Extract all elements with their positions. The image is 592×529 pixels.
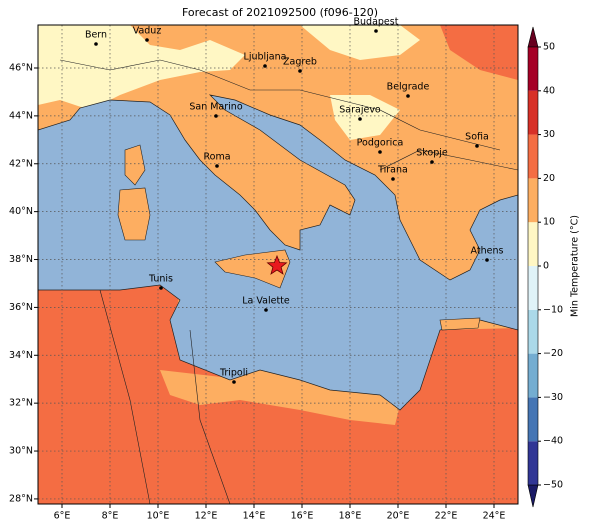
lon-tick-label: 10°E bbox=[147, 511, 170, 522]
city-dot bbox=[391, 177, 395, 181]
highland bbox=[300, 25, 420, 60]
city-dot bbox=[485, 258, 489, 262]
city-label: La Valette bbox=[242, 296, 290, 307]
lat-tick-label: 28°N bbox=[9, 493, 33, 504]
colorbar-tick-label: −20 bbox=[543, 348, 563, 359]
colorbar-segment bbox=[528, 397, 538, 442]
city-label: Belgrade bbox=[387, 82, 430, 93]
marker-star bbox=[266, 254, 288, 275]
title: Forecast of 2021092500 (f096-120) bbox=[182, 6, 378, 19]
lon-tick-label: 16°E bbox=[291, 511, 314, 522]
alps bbox=[38, 25, 245, 110]
colorbar-tick-label: 40 bbox=[543, 85, 555, 96]
lat-tick-label: 32°N bbox=[9, 398, 33, 409]
city-label: Podgorica bbox=[357, 138, 404, 149]
colorbar-segment bbox=[528, 178, 538, 223]
city-dot bbox=[378, 150, 382, 154]
city-label: Zagreb bbox=[283, 57, 317, 68]
coast bbox=[160, 368, 400, 425]
city-dot bbox=[214, 114, 218, 118]
lon-tick-label: 22°E bbox=[435, 511, 458, 522]
lon-tick-label: 6°E bbox=[54, 511, 71, 522]
city-dot bbox=[263, 64, 267, 68]
highland bbox=[330, 95, 400, 140]
lat-tick-label: 34°N bbox=[9, 350, 33, 361]
city-label: Bern bbox=[85, 30, 107, 41]
city-dot bbox=[264, 308, 268, 312]
city-label: Tripoli bbox=[219, 368, 248, 379]
city-label: Vaduz bbox=[133, 26, 162, 37]
colorbar-tick-label: 10 bbox=[543, 217, 555, 228]
colorbar-tick-label: 50 bbox=[543, 42, 555, 53]
colorbar-tick-label: −40 bbox=[543, 436, 563, 447]
warm-land bbox=[440, 25, 518, 80]
sardinia bbox=[117, 187, 151, 241]
colorbar-segment bbox=[528, 47, 538, 91]
city-dot bbox=[94, 42, 98, 46]
lat-tick-label: 36°N bbox=[9, 302, 33, 313]
city-dot bbox=[232, 380, 236, 384]
city-dot bbox=[430, 160, 434, 164]
lon-tick-label: 20°E bbox=[387, 511, 410, 522]
colorbar-segment bbox=[528, 441, 538, 485]
lat-tick-label: 42°N bbox=[9, 158, 33, 169]
city-dot bbox=[406, 94, 410, 98]
map-frame bbox=[37, 24, 519, 505]
colorbar-tick-label: 30 bbox=[543, 129, 555, 140]
colorbar-segment bbox=[528, 266, 538, 310]
lon-tick-label: 8°E bbox=[102, 511, 119, 522]
map bbox=[38, 25, 518, 504]
lon-tick-label: 24°E bbox=[483, 511, 506, 522]
city-dot bbox=[145, 38, 149, 42]
colorbar-frame bbox=[527, 46, 539, 486]
city-label: Skopje bbox=[416, 148, 448, 159]
lat-tick-label: 46°N bbox=[9, 63, 33, 74]
city-label: Ljubljana bbox=[244, 52, 287, 63]
city-dot bbox=[475, 144, 479, 148]
colorbar-segment bbox=[528, 222, 538, 266]
lat-tick-label: 40°N bbox=[9, 206, 33, 217]
lat-tick-label: 30°N bbox=[9, 446, 33, 457]
city-label: Roma bbox=[203, 152, 230, 163]
city-dot bbox=[374, 29, 378, 33]
city-label: San Marino bbox=[189, 102, 242, 113]
city-label: Budapest bbox=[354, 17, 399, 28]
city-dot bbox=[358, 117, 362, 121]
colorbar-extend-low bbox=[527, 484, 539, 508]
colorbar-label: Min Temperature (°C) bbox=[570, 215, 581, 317]
city-label: Tunis bbox=[148, 274, 173, 285]
city-dot bbox=[159, 286, 163, 290]
colorbar-segment bbox=[528, 90, 538, 135]
borders bbox=[59, 59, 518, 504]
lon-tick-label: 12°E bbox=[195, 511, 218, 522]
colorbar-extend-high bbox=[527, 26, 539, 48]
colorbar-segment bbox=[528, 353, 538, 398]
crete bbox=[439, 317, 481, 331]
lon-tick-label: 18°E bbox=[339, 511, 362, 522]
city-label: Sofia bbox=[465, 132, 489, 143]
lat-tick-label: 38°N bbox=[9, 254, 33, 265]
city-label: Tirana bbox=[377, 165, 408, 176]
city-label: Athens bbox=[471, 246, 504, 257]
colorbar-tick-label: −10 bbox=[543, 304, 563, 315]
corsica bbox=[124, 144, 146, 186]
lat-tick-label: 44°N bbox=[9, 110, 33, 121]
lon-tick-label: 14°E bbox=[243, 511, 266, 522]
colorbar-tick-label: −30 bbox=[543, 392, 563, 403]
colorbar-tick-label: 20 bbox=[543, 173, 555, 184]
colorbar-tick-label: 0 bbox=[543, 261, 549, 272]
city-label: Sarajevo bbox=[339, 105, 381, 116]
colorbar-segment bbox=[528, 134, 538, 179]
city-dot bbox=[298, 69, 302, 73]
colorbar-tick-label: −50 bbox=[543, 480, 563, 491]
city-dot bbox=[215, 164, 219, 168]
colorbar-segment bbox=[528, 309, 538, 354]
